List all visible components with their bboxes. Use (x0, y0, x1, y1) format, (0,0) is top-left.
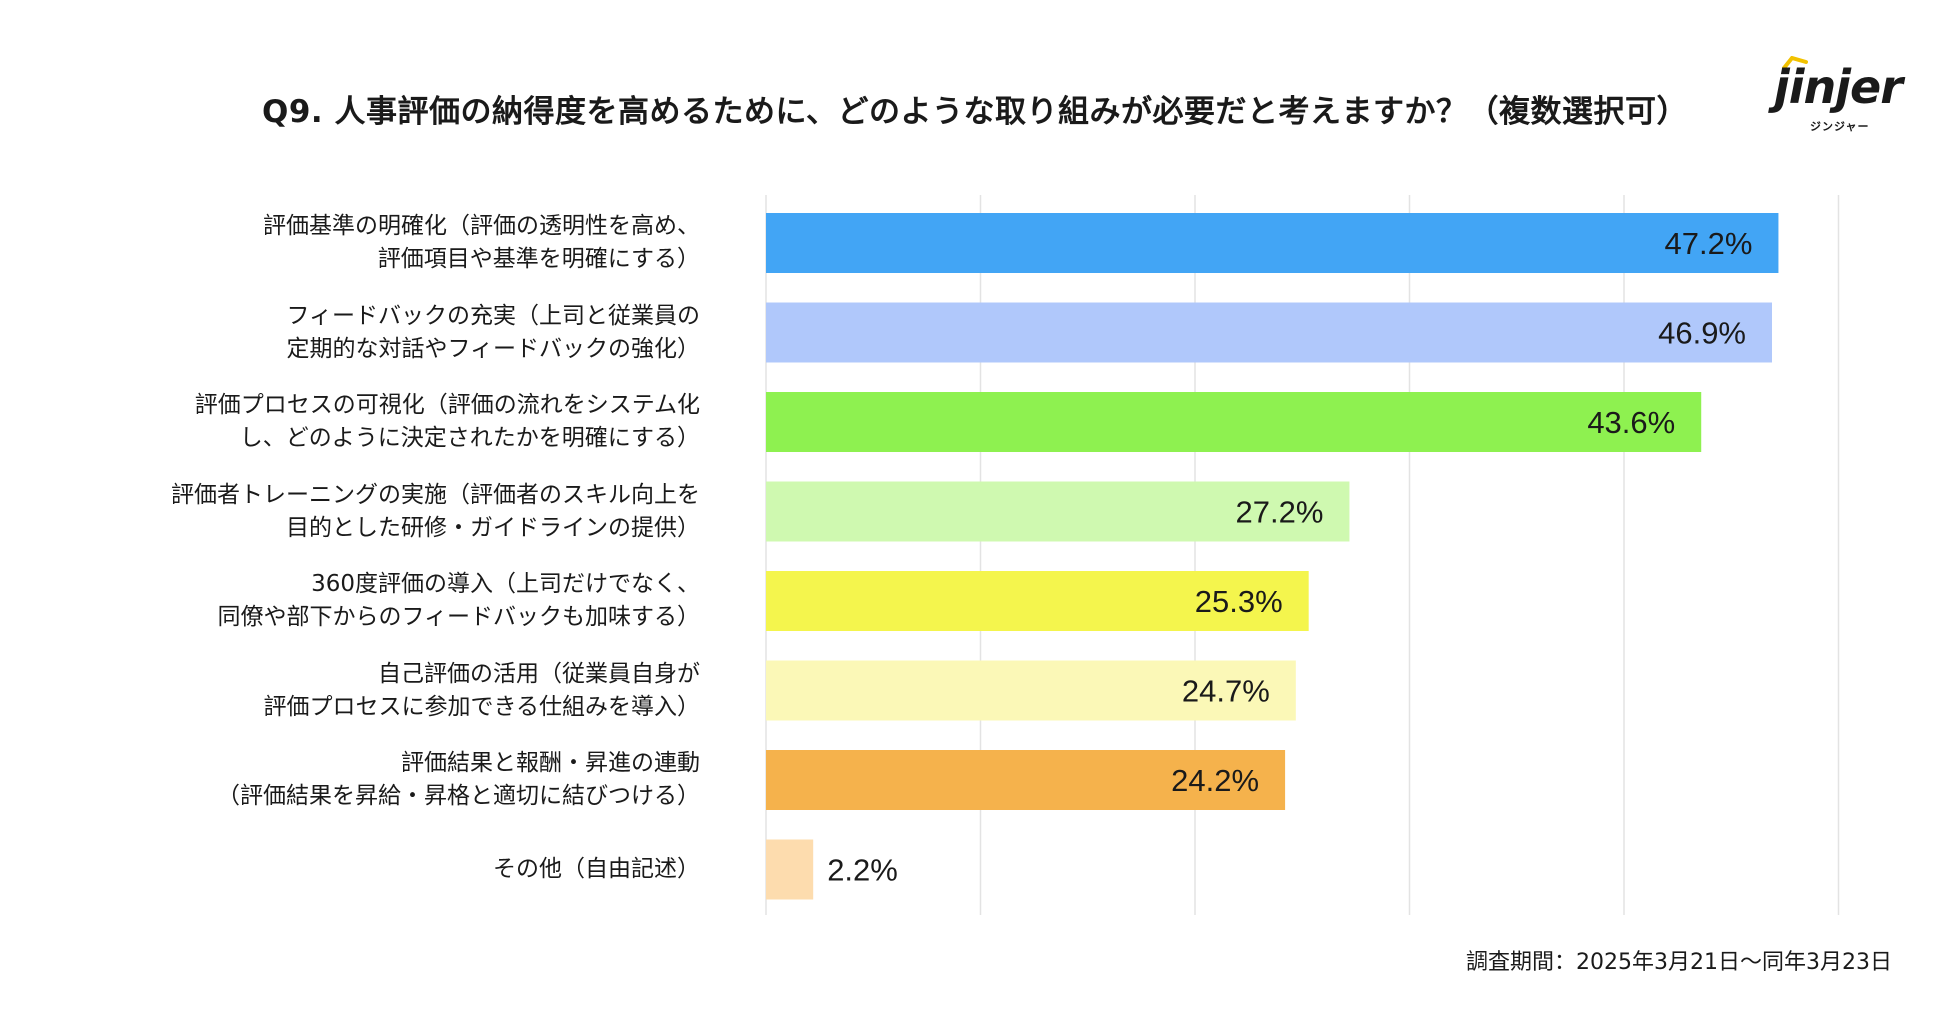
category-label-line: 自己評価の活用（従業員自身が (378, 660, 700, 687)
category-label: 評価結果と報酬・昇進の連動 （評価結果を昇給・昇格と適切に結びつける） (60, 747, 700, 813)
bar-value-label: 43.6% (1587, 405, 1675, 440)
bar-value-label: 27.2% (1236, 495, 1324, 530)
category-label-line: 評価プロセスに参加できる仕組みを導入） (263, 693, 700, 720)
bar-value-label: 2.2% (827, 853, 898, 888)
category-label-line: 目的とした研修・ガイドラインの提供） (286, 514, 700, 541)
category-label-line: 評価項目や基準を明確にする） (377, 246, 700, 272)
category-label: 評価者トレーニングの実施（評価者のスキル向上を目的とした研修・ガイドラインの提供… (60, 479, 700, 545)
jinjer-logo: jinjer ジンジャー (1772, 52, 1912, 136)
category-label-line: 同僚や部下からのフィードバックも加味する） (217, 604, 700, 630)
category-label-line: 評価結果と報酬・昇進の連動 (401, 750, 700, 776)
bar-value-label: 47.2% (1665, 226, 1753, 261)
bar (766, 839, 814, 900)
bar (766, 660, 1296, 721)
category-label-line: 評価プロセスの可視化（評価の流れをシステム化 (194, 392, 700, 418)
category-label-line: その他（自由記述） (493, 856, 700, 882)
chart-title: Q9. 人事評価の納得度を高めるために、どのような取り組みが必要だと考えますか？… (261, 94, 1689, 130)
bar-value-label: 24.2% (1171, 763, 1259, 798)
category-label-line: （評価結果を昇給・昇格と適切に結びつける） (217, 783, 700, 809)
category-label-line: し、どのように決定されたかを明確にする） (239, 425, 700, 451)
category-label: 自己評価の活用（従業員自身が評価プロセスに参加できる仕組みを導入） (60, 658, 700, 724)
category-label: その他（自由記述） (60, 853, 700, 886)
bar (766, 481, 1350, 542)
category-label-line: フィードバックの充実（上司と従業員の (286, 302, 700, 329)
category-label-line: 定期的な対話やフィードバックの強化） (286, 335, 700, 362)
category-label: フィードバックの充実（上司と従業員の 定期的な対話やフィードバックの強化） (60, 300, 700, 366)
category-label: 評価プロセスの可視化（評価の流れをシステム化し、どのように決定されたかを明確にす… (60, 389, 700, 455)
bar-value-label: 46.9% (1658, 316, 1746, 351)
bar (766, 302, 1773, 363)
category-label-line: 評価基準の明確化（評価の透明性を高め、 (263, 213, 700, 239)
bar (766, 213, 1779, 273)
category-label: 評価基準の明確化（評価の透明性を高め、評価項目や基準を明確にする） (60, 210, 700, 276)
survey-period: 調査期間：2025年3月21日〜同年3月23日 (1466, 950, 1892, 975)
bar (766, 571, 1309, 631)
category-label-line: 評価者トレーニングの実施（評価者のスキル向上を (171, 481, 700, 508)
bar-value-label: 24.7% (1182, 674, 1270, 709)
bar-value-label: 25.3% (1195, 584, 1283, 619)
bar (766, 392, 1702, 452)
category-label-line: 360度評価の導入（上司だけでなく、 (311, 571, 700, 597)
logo-accent-icon (1782, 56, 1808, 70)
logo-kana: ジンジャー (1810, 120, 1870, 133)
category-label: 360度評価の導入（上司だけでなく、同僚や部下からのフィードバックも加味する） (60, 568, 700, 634)
bar (766, 750, 1286, 810)
logo-wordmark: jinjer (1774, 60, 1903, 114)
